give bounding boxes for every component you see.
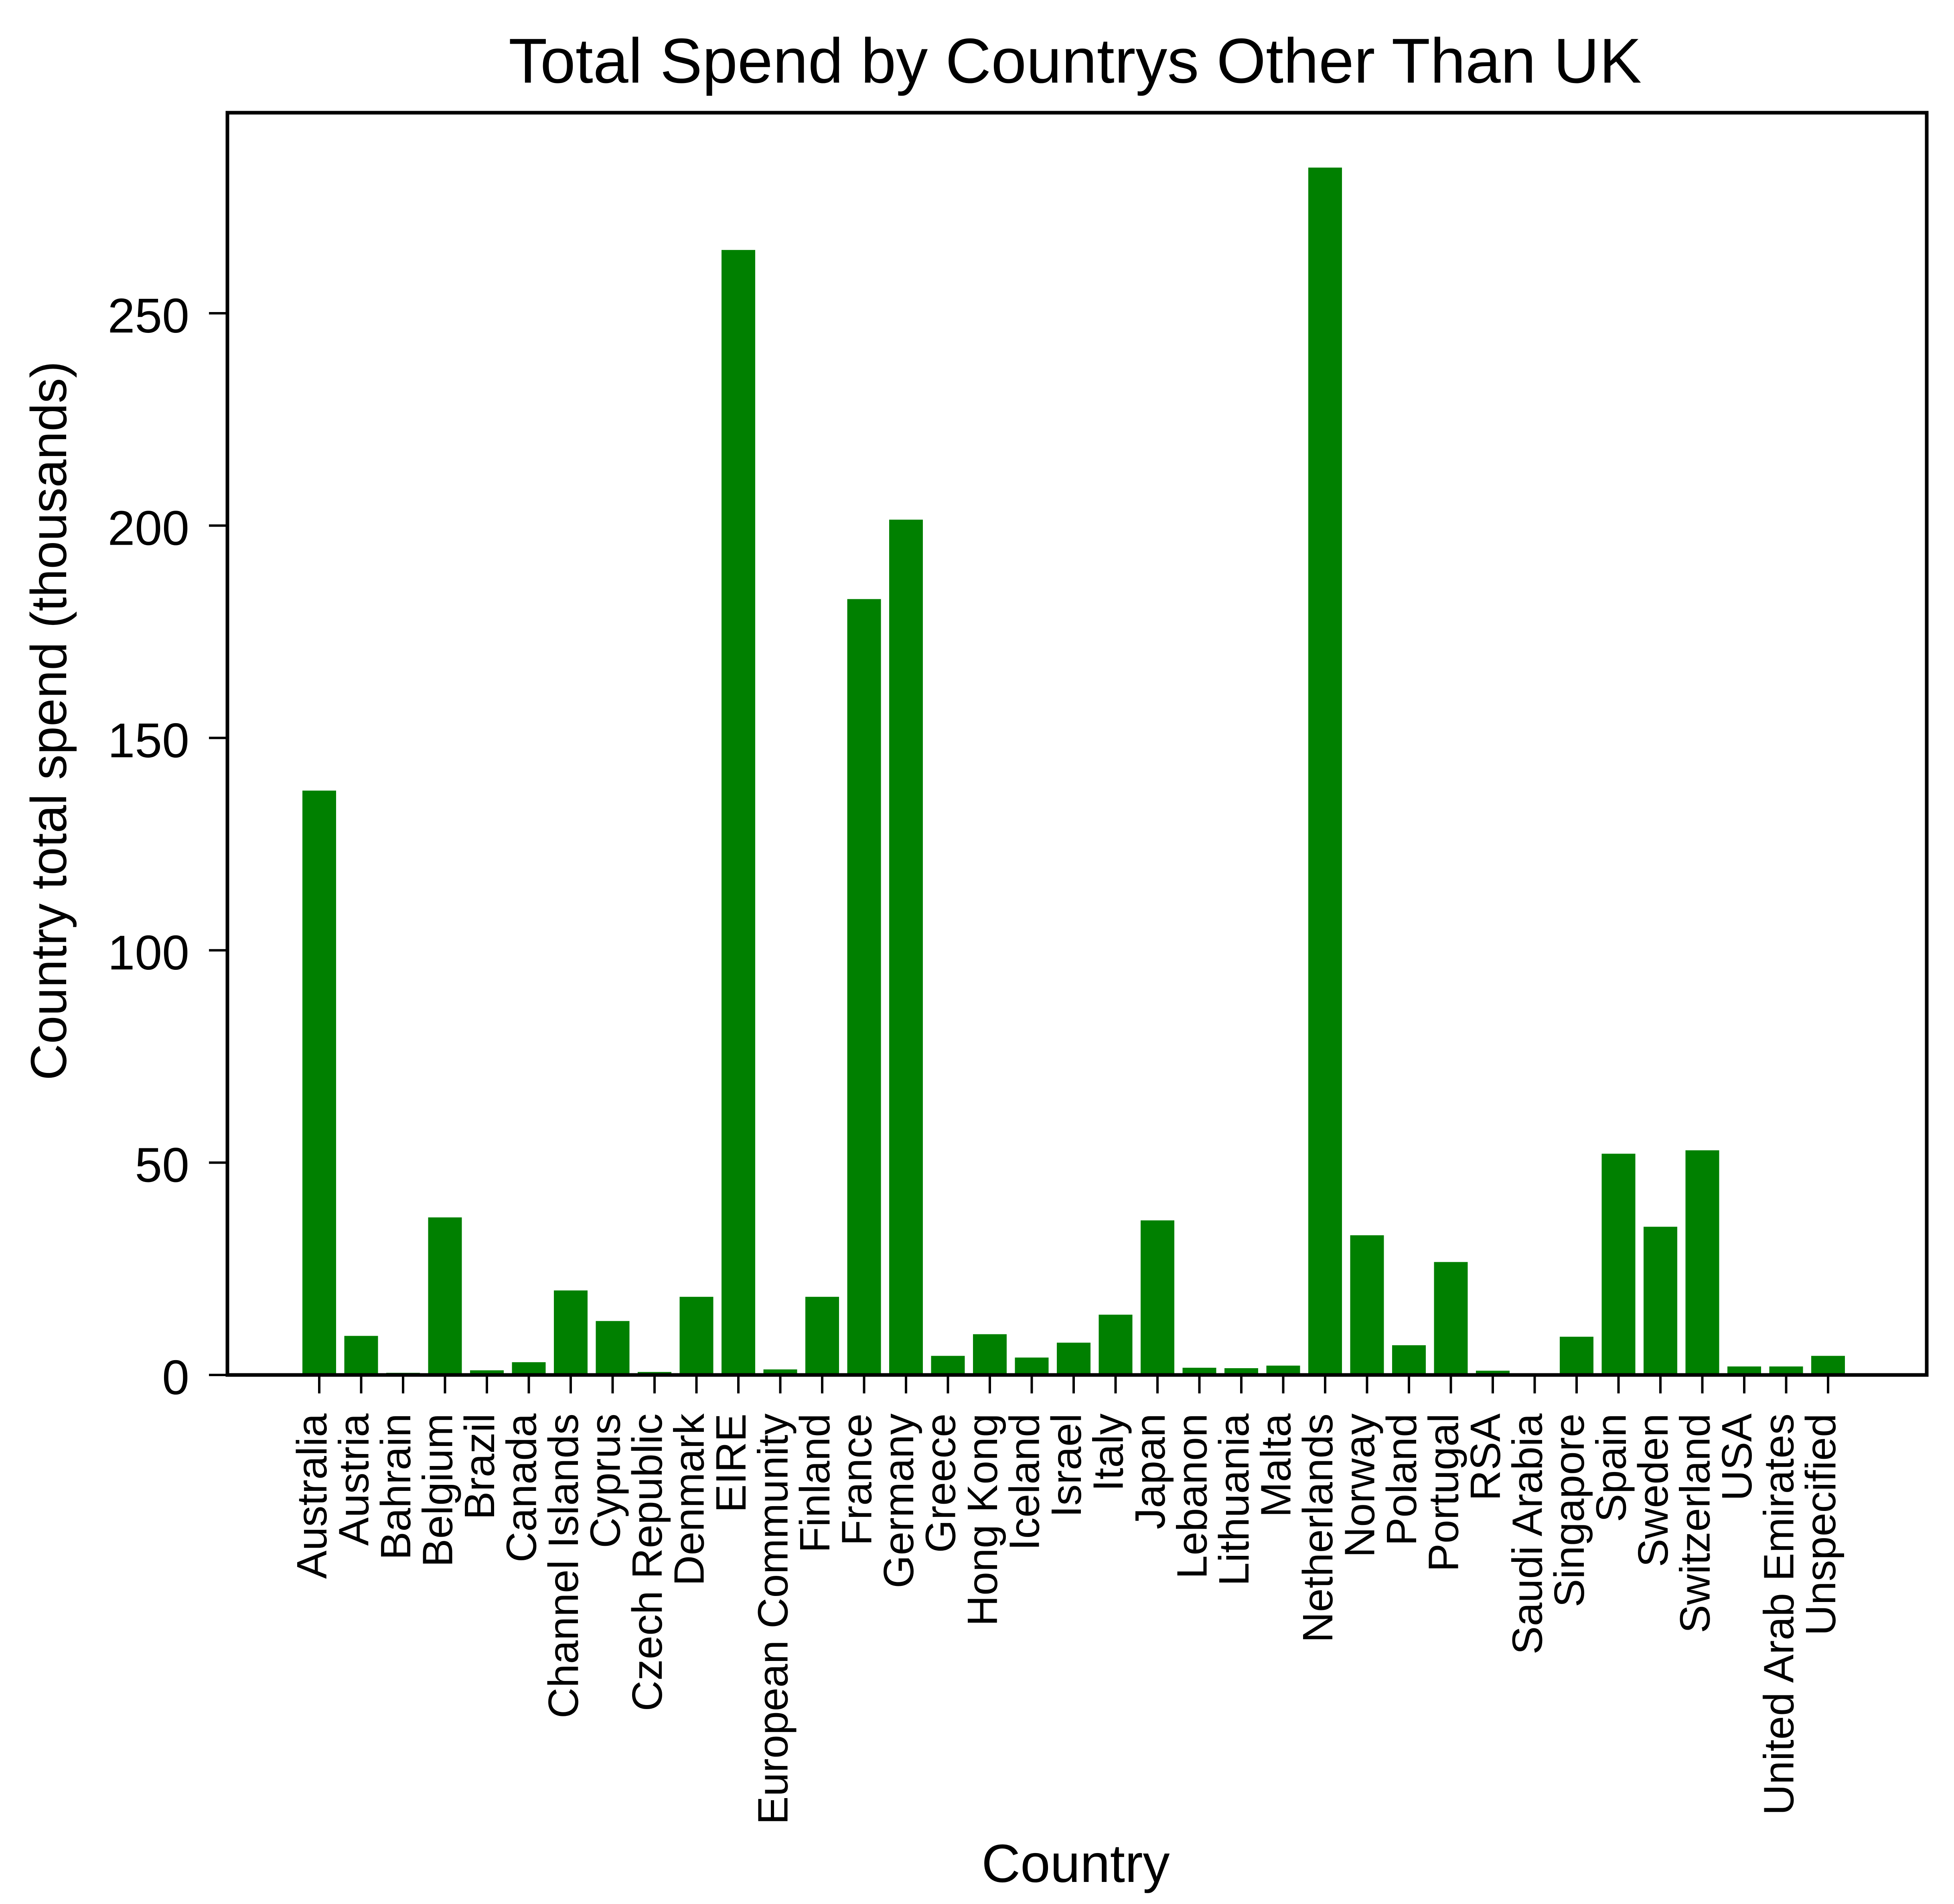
- svg-text:Cyprus: Cyprus: [582, 1413, 629, 1548]
- svg-text:EIRE: EIRE: [707, 1413, 755, 1513]
- svg-text:RSA: RSA: [1462, 1413, 1509, 1501]
- svg-text:Belgium: Belgium: [414, 1413, 462, 1567]
- svg-text:Czech Republic: Czech Republic: [624, 1413, 671, 1711]
- svg-text:France: France: [833, 1413, 881, 1546]
- svg-text:Hong Kong: Hong Kong: [959, 1413, 1006, 1626]
- svg-text:Israel: Israel: [1043, 1413, 1090, 1517]
- svg-text:Switzerland: Switzerland: [1672, 1413, 1719, 1633]
- svg-text:Lebanon: Lebanon: [1169, 1413, 1216, 1579]
- svg-text:Japan: Japan: [1127, 1413, 1174, 1529]
- svg-text:Italy: Italy: [1085, 1413, 1132, 1491]
- svg-text:Country: Country: [981, 1834, 1170, 1894]
- svg-text:Germany: Germany: [875, 1413, 922, 1588]
- svg-text:Canada: Canada: [498, 1413, 545, 1562]
- svg-text:Iceland: Iceland: [1001, 1413, 1048, 1551]
- svg-text:Netherlands: Netherlands: [1294, 1413, 1342, 1643]
- svg-text:Spain: Spain: [1588, 1413, 1635, 1522]
- svg-text:Country total spend (thousands: Country total spend (thousands): [20, 361, 77, 1080]
- svg-text:Channel Islands: Channel Islands: [540, 1413, 587, 1718]
- svg-text:Sweden: Sweden: [1630, 1413, 1677, 1567]
- svg-text:150: 150: [107, 713, 189, 768]
- svg-text:0: 0: [162, 1350, 189, 1405]
- svg-text:200: 200: [107, 501, 189, 555]
- svg-text:USA: USA: [1713, 1413, 1761, 1501]
- svg-text:Saudi Arabia: Saudi Arabia: [1504, 1413, 1551, 1655]
- svg-text:Denmark: Denmark: [666, 1413, 713, 1586]
- svg-text:European Community: European Community: [750, 1413, 797, 1825]
- svg-text:Unspecified: Unspecified: [1797, 1413, 1845, 1636]
- svg-text:Greece: Greece: [917, 1413, 965, 1553]
- svg-text:100: 100: [107, 925, 189, 980]
- svg-text:Lithuania: Lithuania: [1210, 1413, 1258, 1586]
- svg-text:Australia: Australia: [288, 1413, 336, 1579]
- svg-text:Austria: Austria: [330, 1413, 378, 1546]
- svg-text:Finland: Finland: [791, 1413, 839, 1553]
- svg-text:Portugal: Portugal: [1420, 1413, 1468, 1572]
- svg-text:Brazil: Brazil: [456, 1413, 503, 1520]
- svg-text:50: 50: [135, 1138, 189, 1192]
- svg-text:United Arab Emirates: United Arab Emirates: [1755, 1413, 1803, 1815]
- svg-text:Singapore: Singapore: [1546, 1413, 1593, 1607]
- svg-text:250: 250: [107, 288, 189, 343]
- svg-text:Malta: Malta: [1253, 1413, 1300, 1517]
- svg-text:Poland: Poland: [1378, 1413, 1425, 1546]
- svg-text:Norway: Norway: [1336, 1413, 1384, 1557]
- svg-text:Total Spend by Countrys Other: Total Spend by Countrys Other Than UK: [509, 26, 1642, 96]
- svg-text:Bahrain: Bahrain: [372, 1413, 420, 1560]
